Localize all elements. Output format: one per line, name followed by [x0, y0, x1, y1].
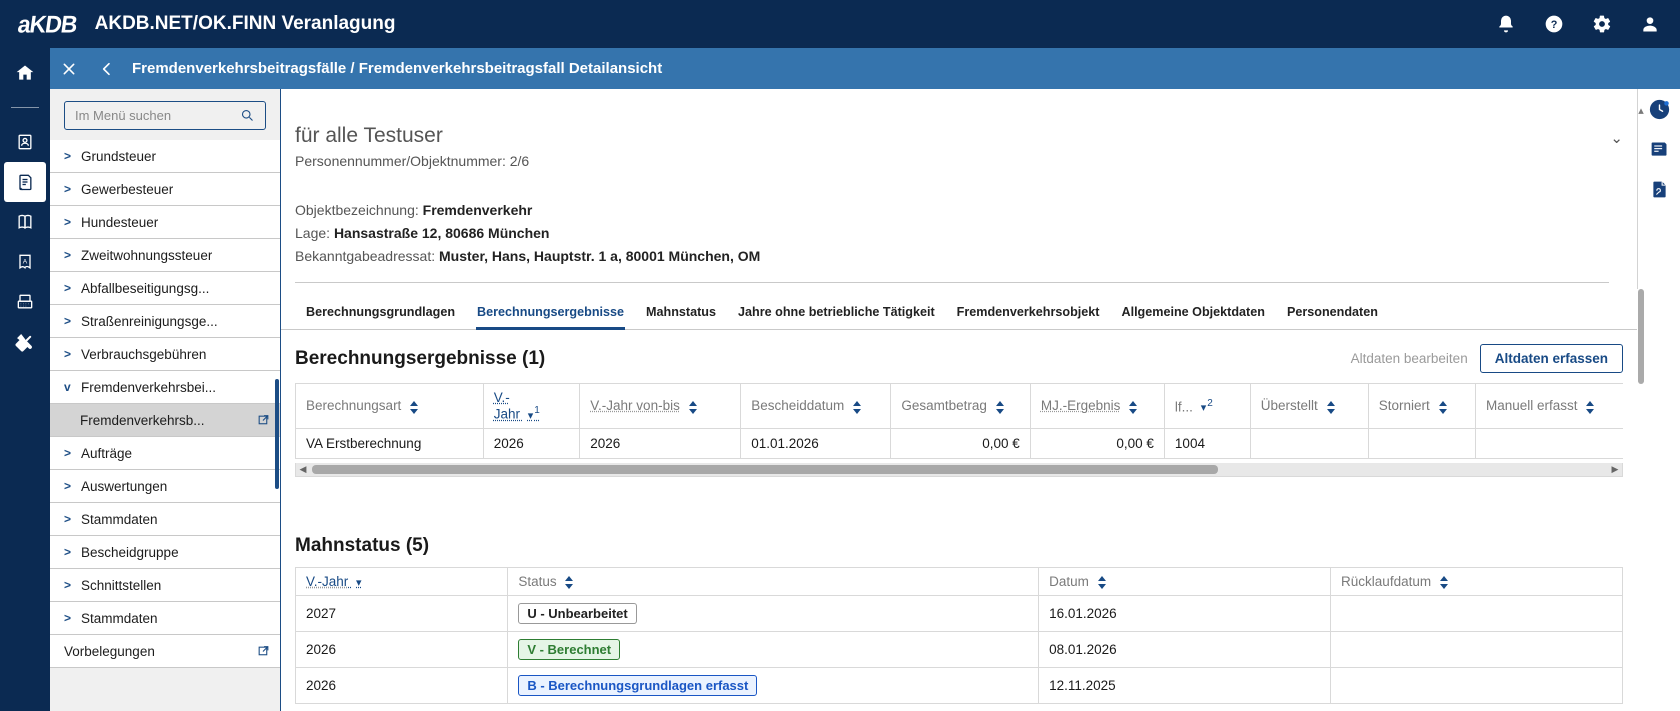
- svg-text:?: ?: [1551, 19, 1558, 31]
- svg-text:A: A: [23, 259, 28, 266]
